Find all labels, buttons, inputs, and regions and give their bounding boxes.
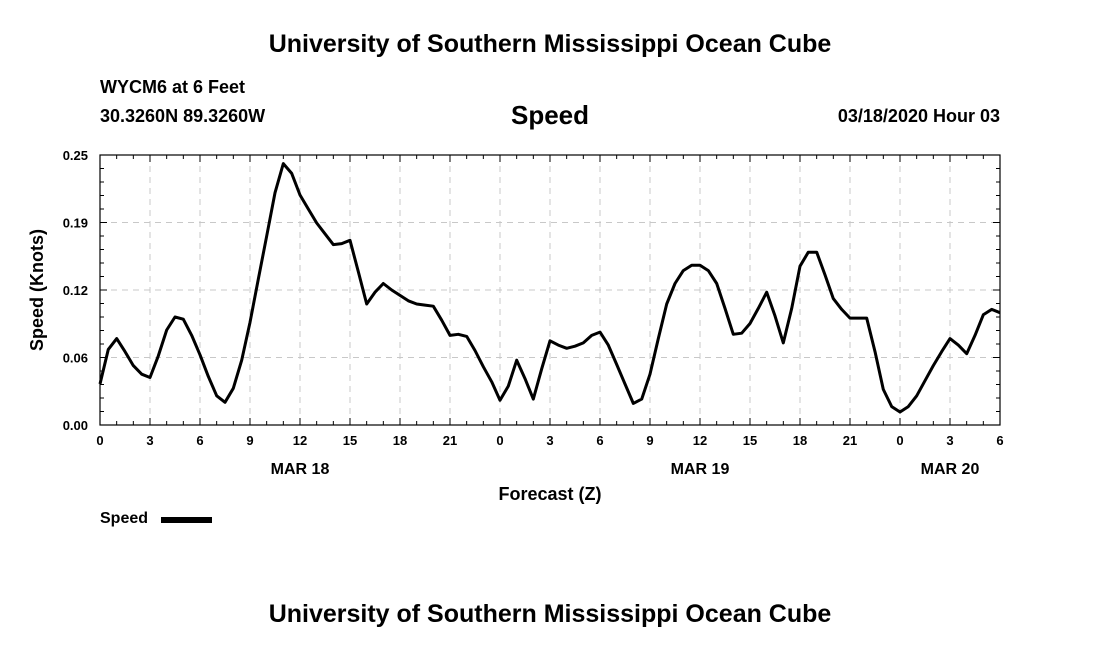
x-tick-label: 6 <box>196 433 203 448</box>
x-tick-label: 9 <box>246 433 253 448</box>
x-tick-label: 3 <box>546 433 553 448</box>
y-tick-label: 0.25 <box>63 148 88 163</box>
x-tick-label: 0 <box>496 433 503 448</box>
series-layer <box>98 162 1001 414</box>
x-tick-label: 12 <box>693 433 707 448</box>
y-tick-label: 0.19 <box>63 216 88 231</box>
x-tick-label: 18 <box>793 433 807 448</box>
speed-series-line <box>98 162 1001 414</box>
legend-label: Speed <box>100 510 149 527</box>
date-label: MAR 18 <box>271 461 330 478</box>
chart-title: Speed <box>510 100 590 130</box>
y-axis-label: Speed (Knots) <box>27 229 47 351</box>
y-tick-label: 0.00 <box>63 418 88 433</box>
station-label: WYCM6 at 6 Feet <box>100 77 246 97</box>
x-tick-label: 15 <box>343 433 357 448</box>
x-tick-label: 15 <box>743 433 757 448</box>
footer-title: University of Southern Mississippi Ocean… <box>268 600 832 628</box>
axis-labels: 0 3 6 9 12 15 18 21 0 3 6 9 12 15 18 21 0 3 6 MAR 18 MAR 19 M… <box>27 148 1004 504</box>
station-coordinates: 30.3260N 89.3260W <box>100 106 266 126</box>
x-tick-label: 21 <box>443 433 457 448</box>
page-title: University of Southern Mississippi Ocean… <box>268 30 832 58</box>
x-tick-label: 21 <box>843 433 857 448</box>
x-tick-label: 18 <box>393 433 407 448</box>
x-tick-label: 12 <box>293 433 307 448</box>
legend-swatch <box>161 517 212 523</box>
y-tick-label: 0.06 <box>63 351 88 366</box>
x-tick-label: 0 <box>96 433 103 448</box>
x-tick-label: 6 <box>996 433 1003 448</box>
y-tick-label: 0.12 <box>63 283 88 298</box>
x-axis-label: Forecast (Z) <box>498 484 601 504</box>
axis-ticks <box>99 154 1001 426</box>
forecast-datetime: 03/18/2020 Hour 03 <box>837 106 1000 126</box>
x-tick-label: 9 <box>646 433 653 448</box>
x-tick-label: 0 <box>896 433 903 448</box>
date-label: MAR 20 <box>921 461 980 478</box>
grid-lines <box>100 155 1000 425</box>
x-tick-label: 6 <box>596 433 603 448</box>
x-tick-label: 3 <box>146 433 153 448</box>
date-label: MAR 19 <box>671 461 730 478</box>
x-tick-label: 3 <box>946 433 953 448</box>
